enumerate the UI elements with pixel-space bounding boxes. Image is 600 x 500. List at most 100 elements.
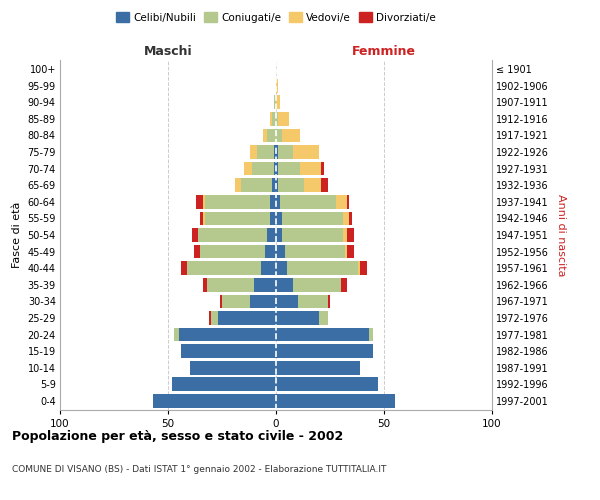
Bar — [283, 212, 343, 225]
Bar — [276, 212, 283, 225]
Bar — [269, 195, 276, 208]
Bar — [205, 212, 269, 225]
Bar — [276, 394, 395, 407]
Bar — [181, 262, 187, 275]
Bar — [280, 195, 337, 208]
Bar — [200, 212, 203, 225]
Bar — [276, 278, 293, 291]
Bar — [192, 228, 198, 242]
Bar — [203, 212, 205, 225]
Bar — [276, 178, 278, 192]
Bar — [220, 294, 222, 308]
Bar — [254, 278, 276, 291]
Bar — [269, 112, 272, 126]
Bar — [345, 245, 347, 258]
Bar — [244, 162, 252, 175]
Bar — [276, 294, 298, 308]
Bar — [250, 294, 276, 308]
Bar — [347, 245, 354, 258]
Bar — [175, 328, 179, 342]
Bar — [198, 228, 268, 242]
Bar — [211, 311, 218, 324]
Bar — [293, 146, 319, 159]
Bar — [293, 278, 341, 291]
Bar — [181, 344, 276, 358]
Bar — [347, 195, 349, 208]
Bar — [278, 178, 304, 192]
Bar — [265, 245, 276, 258]
Bar — [276, 262, 287, 275]
Bar — [284, 245, 345, 258]
Bar — [153, 394, 276, 407]
Bar — [187, 262, 261, 275]
Bar — [328, 294, 330, 308]
Bar — [274, 96, 276, 109]
Bar — [222, 294, 250, 308]
Bar — [298, 294, 328, 308]
Bar — [278, 146, 293, 159]
Bar — [341, 278, 347, 291]
Bar — [172, 378, 276, 391]
Bar — [218, 311, 276, 324]
Bar — [276, 79, 278, 92]
Bar — [278, 112, 289, 126]
Bar — [283, 128, 300, 142]
Bar — [261, 262, 276, 275]
Bar — [257, 146, 274, 159]
Bar — [278, 162, 300, 175]
Bar — [358, 262, 360, 275]
Bar — [343, 212, 349, 225]
Bar — [268, 228, 276, 242]
Bar — [349, 212, 352, 225]
Bar — [322, 162, 323, 175]
Bar — [272, 112, 276, 126]
Bar — [179, 328, 276, 342]
Bar — [276, 112, 278, 126]
Bar — [203, 195, 205, 208]
Bar — [274, 146, 276, 159]
Bar — [272, 178, 276, 192]
Text: COMUNE DI VISANO (BS) - Dati ISTAT 1° gennaio 2002 - Elaborazione TUTTITALIA.IT: COMUNE DI VISANO (BS) - Dati ISTAT 1° ge… — [12, 465, 386, 474]
Bar — [268, 128, 276, 142]
Bar — [322, 178, 328, 192]
Bar — [360, 262, 367, 275]
Text: Maschi: Maschi — [143, 44, 193, 58]
Bar — [276, 195, 280, 208]
Bar — [263, 128, 268, 142]
Bar — [276, 344, 373, 358]
Bar — [194, 245, 200, 258]
Bar — [276, 378, 377, 391]
Bar — [269, 212, 276, 225]
Text: Femmine: Femmine — [352, 44, 416, 58]
Bar — [235, 178, 241, 192]
Bar — [287, 262, 358, 275]
Legend: Celibi/Nubili, Coniugati/e, Vedovi/e, Divorziati/e: Celibi/Nubili, Coniugati/e, Vedovi/e, Di… — [115, 10, 437, 24]
Bar — [283, 228, 343, 242]
Bar — [241, 178, 272, 192]
Bar — [276, 228, 283, 242]
Bar — [300, 162, 322, 175]
Bar — [304, 178, 322, 192]
Text: Popolazione per età, sesso e stato civile - 2002: Popolazione per età, sesso e stato civil… — [12, 430, 343, 443]
Bar — [209, 311, 211, 324]
Bar — [276, 245, 284, 258]
Bar — [200, 245, 265, 258]
Y-axis label: Fasce di età: Fasce di età — [12, 202, 22, 268]
Y-axis label: Anni di nascita: Anni di nascita — [556, 194, 566, 276]
Bar — [276, 146, 278, 159]
Bar — [337, 195, 347, 208]
Bar — [276, 162, 278, 175]
Bar — [252, 162, 274, 175]
Bar — [203, 278, 207, 291]
Bar — [205, 195, 269, 208]
Bar — [207, 278, 254, 291]
Bar — [250, 146, 257, 159]
Bar — [319, 311, 328, 324]
Bar — [276, 311, 319, 324]
Bar — [369, 328, 373, 342]
Bar — [343, 228, 347, 242]
Bar — [190, 361, 276, 374]
Bar — [347, 228, 354, 242]
Bar — [276, 128, 283, 142]
Bar — [276, 361, 360, 374]
